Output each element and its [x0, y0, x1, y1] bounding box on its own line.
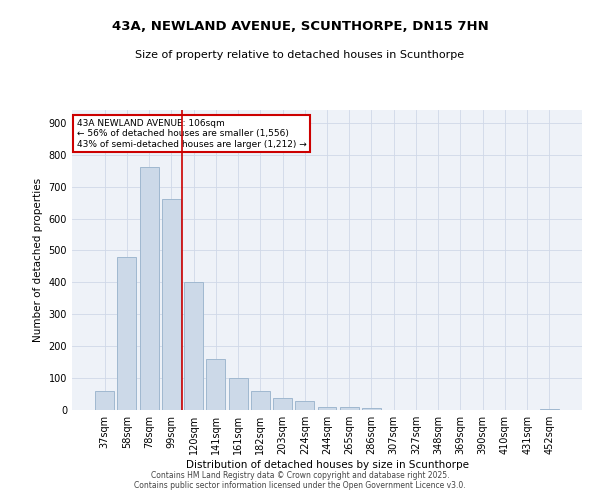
- Bar: [229, 378, 248, 410]
- Bar: [317, 407, 337, 410]
- Bar: [184, 282, 203, 410]
- Text: Contains HM Land Registry data © Crown copyright and database right 2025.
Contai: Contains HM Land Registry data © Crown c…: [134, 470, 466, 490]
- Bar: [273, 398, 292, 410]
- Bar: [118, 257, 136, 410]
- Bar: [362, 408, 381, 410]
- Text: 43A, NEWLAND AVENUE, SCUNTHORPE, DN15 7HN: 43A, NEWLAND AVENUE, SCUNTHORPE, DN15 7H…: [112, 20, 488, 33]
- Text: Size of property relative to detached houses in Scunthorpe: Size of property relative to detached ho…: [136, 50, 464, 60]
- Bar: [206, 359, 225, 410]
- Bar: [295, 401, 314, 410]
- Bar: [340, 408, 359, 410]
- Bar: [95, 391, 114, 410]
- Y-axis label: Number of detached properties: Number of detached properties: [33, 178, 43, 342]
- Bar: [162, 200, 181, 410]
- Text: 43A NEWLAND AVENUE: 106sqm
← 56% of detached houses are smaller (1,556)
43% of s: 43A NEWLAND AVENUE: 106sqm ← 56% of deta…: [77, 119, 307, 149]
- Bar: [251, 391, 270, 410]
- X-axis label: Distribution of detached houses by size in Scunthorpe: Distribution of detached houses by size …: [185, 460, 469, 470]
- Bar: [140, 168, 158, 410]
